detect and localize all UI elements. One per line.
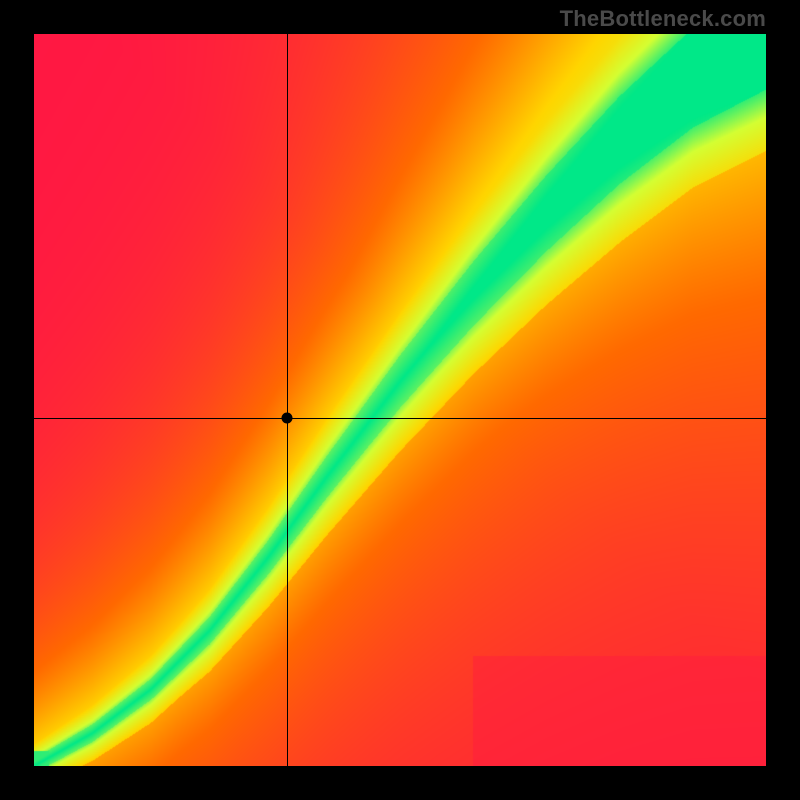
data-point-marker: [281, 413, 292, 424]
chart-container: TheBottleneck.com: [0, 0, 800, 800]
crosshair-horizontal: [34, 418, 766, 419]
plot-frame: [34, 34, 766, 766]
crosshair-vertical: [287, 34, 288, 766]
watermark-text: TheBottleneck.com: [560, 6, 766, 32]
heatmap-canvas: [34, 34, 766, 766]
